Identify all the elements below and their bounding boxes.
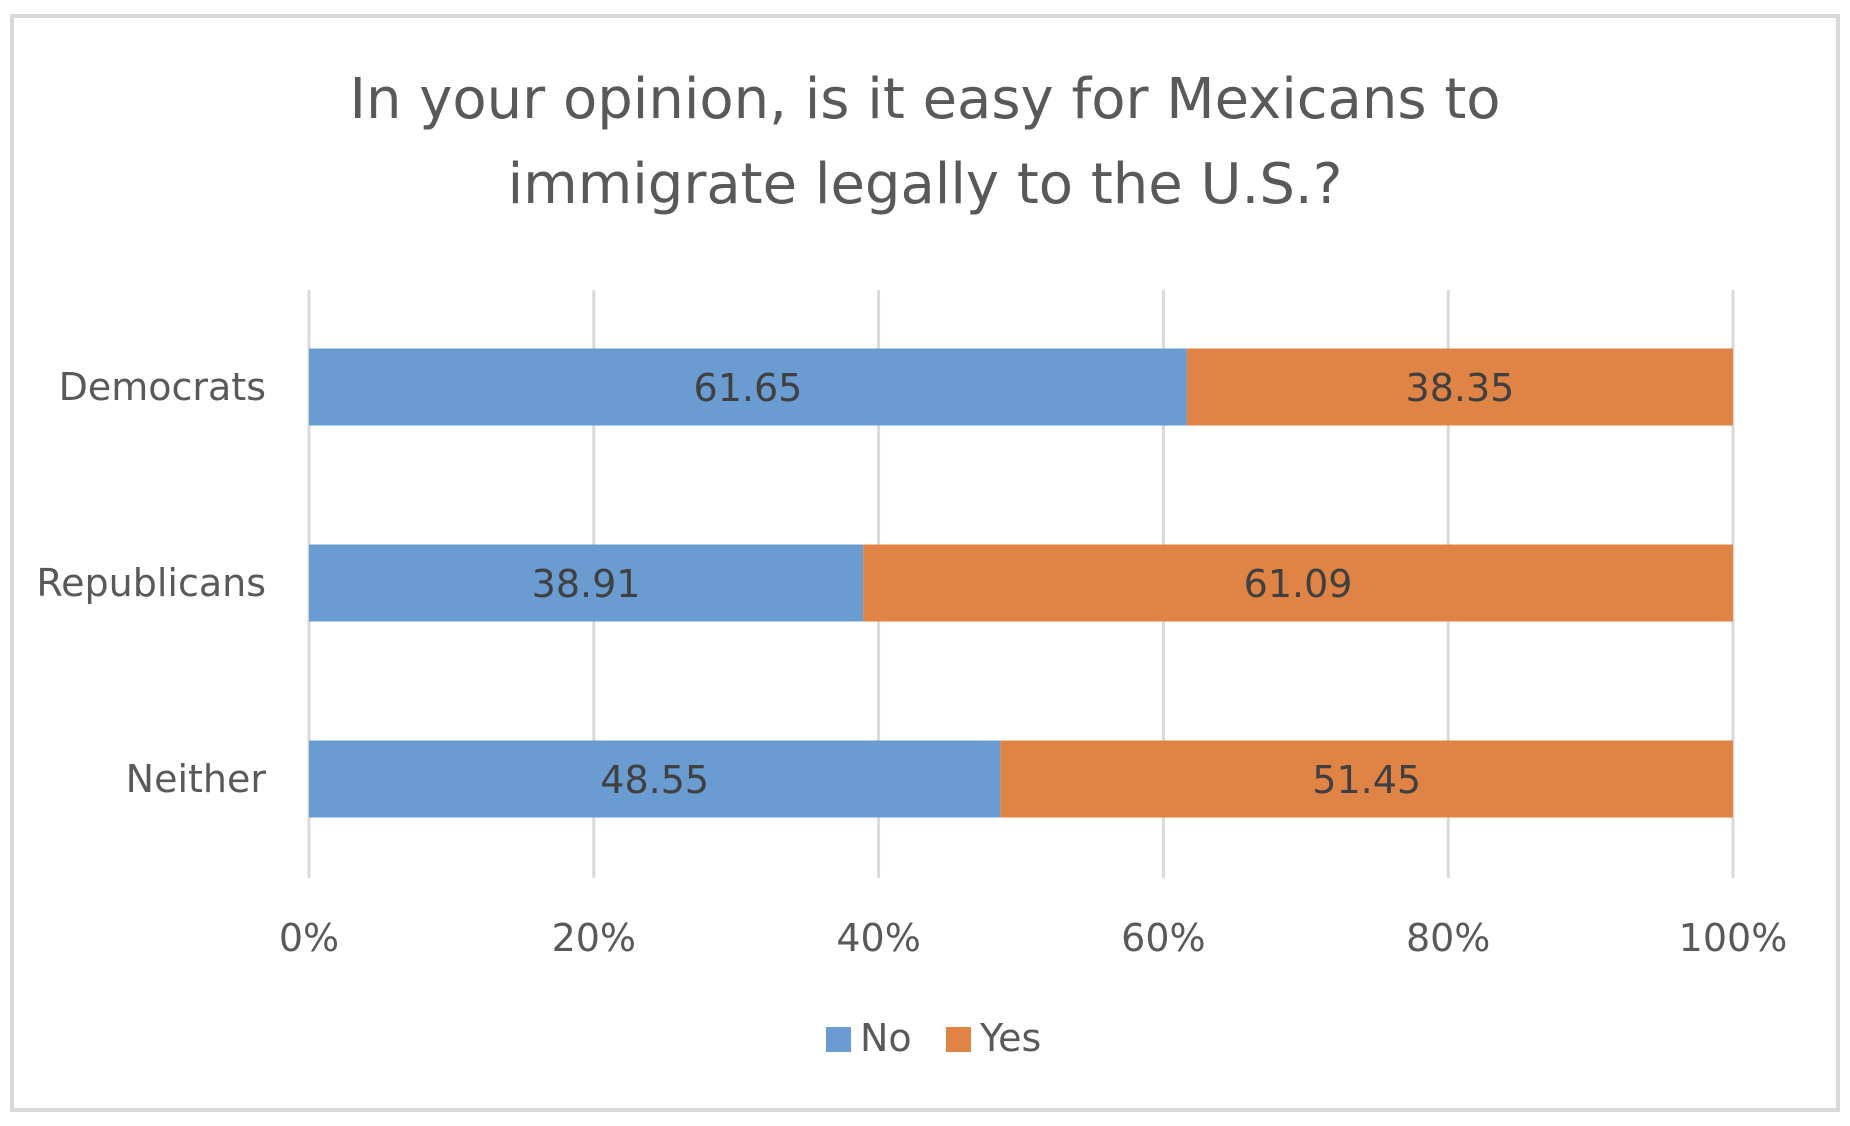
category-labels: Democrats Republicans Neither xyxy=(36,365,266,801)
data-label-yes-neither: 51.45 xyxy=(1312,758,1421,802)
legend-label-yes: Yes xyxy=(979,1016,1041,1060)
bar-yes-neither xyxy=(1000,740,1733,818)
data-label-yes-democrats: 38.35 xyxy=(1406,366,1515,410)
bar-no-republicans xyxy=(309,544,864,622)
category-label-republicans: Republicans xyxy=(36,561,266,605)
chart-title: In your opinion, is it easy for Mexicans… xyxy=(349,67,1500,217)
data-label-no-republicans: 38.91 xyxy=(532,562,641,606)
x-tick-label: 80% xyxy=(1406,916,1490,960)
bar-no-neither xyxy=(309,740,1001,818)
bars: 61.65 38.35 38.91 61.09 48.55 51.45 xyxy=(309,348,1733,818)
data-label-no-neither: 48.55 xyxy=(600,758,709,802)
legend: No Yes xyxy=(826,1016,1041,1060)
chart-title-line-2: immigrate legally to the U.S.? xyxy=(508,152,1343,217)
x-tick-label: 60% xyxy=(1121,916,1205,960)
data-label-no-democrats: 61.65 xyxy=(694,366,803,410)
legend-swatch-no xyxy=(826,1027,851,1052)
bar-no-democrats xyxy=(309,348,1187,426)
legend-label-no: No xyxy=(860,1016,912,1060)
x-axis-tick-labels: 0% 20% 40% 60% 80% 100% xyxy=(279,916,1787,960)
data-label-yes-republicans: 61.09 xyxy=(1244,562,1353,606)
bar-yes-democrats xyxy=(1186,348,1733,426)
category-label-democrats: Democrats xyxy=(59,365,266,409)
x-tick-label: 40% xyxy=(836,916,920,960)
category-label-neither: Neither xyxy=(126,757,267,801)
x-tick-label: 100% xyxy=(1679,916,1788,960)
x-tick-label: 20% xyxy=(552,916,636,960)
legend-swatch-yes xyxy=(946,1027,971,1052)
chart-title-line-1: In your opinion, is it easy for Mexicans… xyxy=(349,67,1500,132)
bar-yes-republicans xyxy=(863,544,1733,622)
x-tick-label: 0% xyxy=(279,916,339,960)
